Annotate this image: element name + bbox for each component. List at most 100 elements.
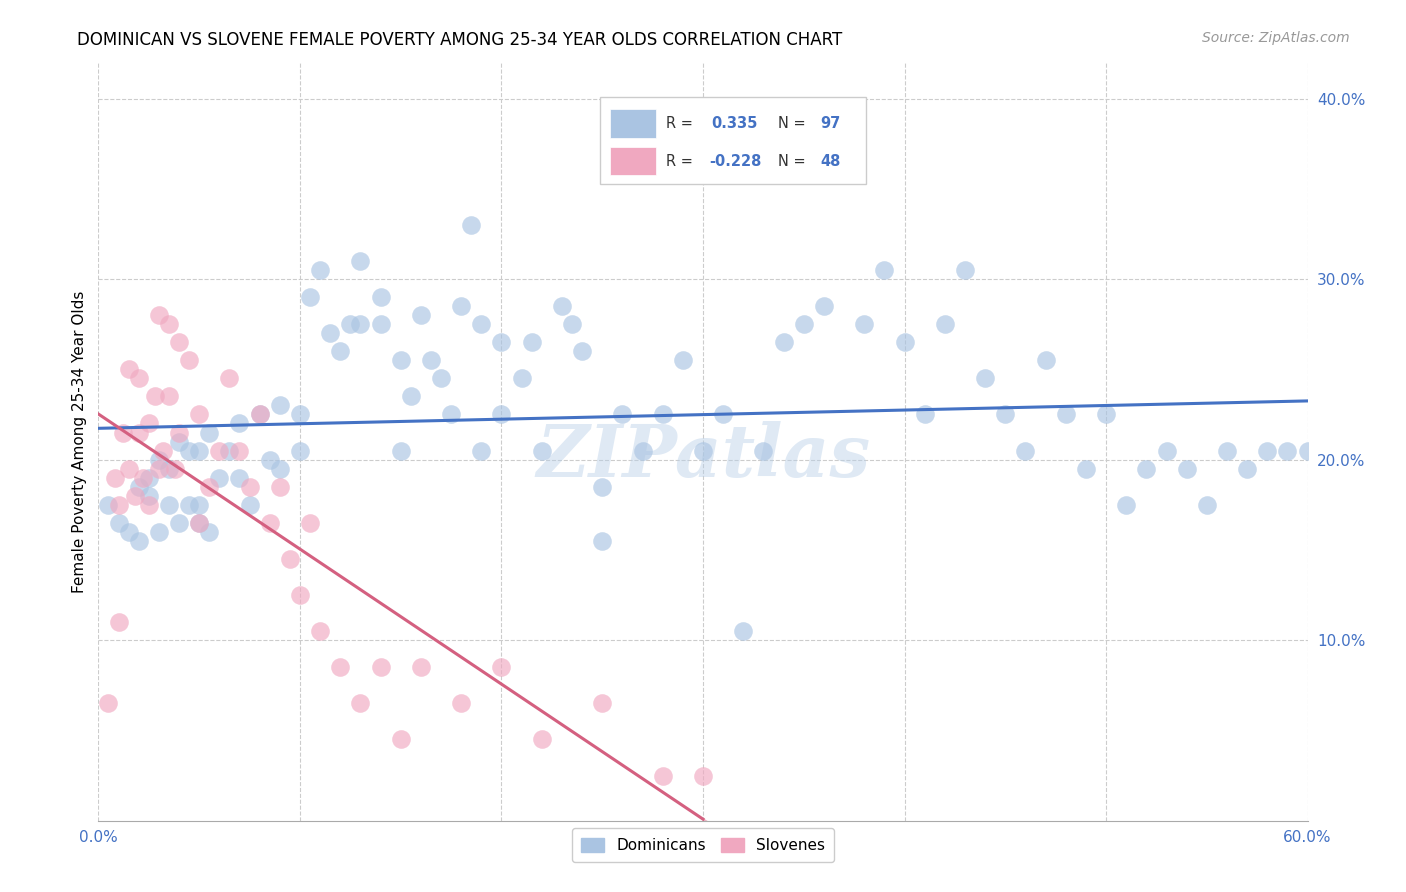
Point bbox=[470, 443, 492, 458]
Point bbox=[138, 489, 160, 503]
Point bbox=[491, 335, 513, 350]
Point bbox=[793, 317, 815, 331]
Point bbox=[157, 461, 180, 475]
Point bbox=[309, 263, 332, 277]
Point bbox=[107, 498, 129, 512]
Point bbox=[239, 480, 262, 494]
Point bbox=[309, 624, 332, 639]
Point bbox=[118, 461, 141, 475]
Point bbox=[1236, 461, 1258, 475]
Text: N =: N = bbox=[778, 153, 810, 169]
Point bbox=[329, 344, 352, 359]
Point bbox=[179, 353, 201, 368]
Point bbox=[329, 660, 352, 674]
Point bbox=[188, 408, 211, 422]
Point bbox=[651, 408, 673, 422]
Point bbox=[1135, 461, 1157, 475]
Point bbox=[953, 263, 976, 277]
Point bbox=[631, 443, 654, 458]
Point bbox=[672, 353, 695, 368]
Point bbox=[1156, 443, 1178, 458]
Point bbox=[349, 254, 371, 268]
Point bbox=[651, 768, 673, 782]
Point bbox=[148, 461, 170, 475]
Point bbox=[1296, 443, 1319, 458]
Point bbox=[148, 308, 170, 322]
Text: N =: N = bbox=[778, 116, 810, 130]
Text: R =: R = bbox=[665, 116, 697, 130]
Point bbox=[179, 498, 201, 512]
Bar bbox=[610, 146, 655, 176]
Point bbox=[228, 443, 250, 458]
Point bbox=[1256, 443, 1278, 458]
Point bbox=[491, 660, 513, 674]
Point bbox=[399, 389, 422, 403]
Point bbox=[118, 362, 141, 376]
Point bbox=[974, 371, 997, 385]
Point bbox=[269, 461, 291, 475]
Point bbox=[1054, 408, 1077, 422]
Point bbox=[319, 326, 342, 341]
Point bbox=[152, 443, 174, 458]
Point bbox=[1035, 353, 1057, 368]
Point bbox=[188, 516, 211, 530]
Point bbox=[167, 434, 190, 449]
Point bbox=[420, 353, 443, 368]
Point bbox=[188, 516, 211, 530]
Point bbox=[288, 588, 311, 602]
Point bbox=[470, 317, 492, 331]
Point bbox=[288, 408, 311, 422]
Point bbox=[692, 768, 714, 782]
Point bbox=[389, 732, 412, 747]
Point bbox=[1316, 443, 1339, 458]
Point bbox=[873, 263, 896, 277]
Text: Source: ZipAtlas.com: Source: ZipAtlas.com bbox=[1202, 31, 1350, 45]
Point bbox=[157, 317, 180, 331]
Point bbox=[491, 408, 513, 422]
Point bbox=[430, 371, 453, 385]
Point bbox=[167, 516, 190, 530]
Point bbox=[288, 443, 311, 458]
Point bbox=[128, 371, 150, 385]
Point bbox=[124, 489, 146, 503]
Point bbox=[97, 696, 120, 710]
Point bbox=[1074, 461, 1097, 475]
Point bbox=[914, 408, 936, 422]
Point bbox=[510, 371, 533, 385]
Text: 97: 97 bbox=[820, 116, 841, 130]
Point bbox=[450, 299, 472, 313]
Point bbox=[259, 516, 281, 530]
Point bbox=[389, 353, 412, 368]
Point bbox=[103, 470, 125, 484]
Point bbox=[1216, 443, 1239, 458]
Point bbox=[148, 452, 170, 467]
Text: DOMINICAN VS SLOVENE FEMALE POVERTY AMONG 25-34 YEAR OLDS CORRELATION CHART: DOMINICAN VS SLOVENE FEMALE POVERTY AMON… bbox=[77, 31, 842, 49]
Point bbox=[239, 498, 262, 512]
Point bbox=[249, 408, 271, 422]
Point bbox=[138, 498, 160, 512]
Point bbox=[228, 417, 250, 431]
Point bbox=[370, 290, 392, 304]
Bar bbox=[610, 109, 655, 137]
Point bbox=[198, 425, 221, 440]
Point bbox=[450, 696, 472, 710]
Point bbox=[994, 408, 1017, 422]
Point bbox=[128, 533, 150, 548]
Text: ZIPatlas: ZIPatlas bbox=[536, 421, 870, 492]
Point bbox=[218, 443, 240, 458]
Point bbox=[1095, 408, 1118, 422]
Point bbox=[228, 470, 250, 484]
Point bbox=[269, 399, 291, 413]
Point bbox=[198, 524, 221, 539]
Point bbox=[1014, 443, 1036, 458]
Point bbox=[157, 389, 180, 403]
Point bbox=[1195, 498, 1218, 512]
Point bbox=[269, 480, 291, 494]
Point bbox=[188, 498, 211, 512]
Point bbox=[128, 425, 150, 440]
FancyBboxPatch shape bbox=[600, 96, 866, 184]
Point bbox=[692, 443, 714, 458]
Point bbox=[138, 470, 160, 484]
Point bbox=[551, 299, 574, 313]
Point bbox=[259, 452, 281, 467]
